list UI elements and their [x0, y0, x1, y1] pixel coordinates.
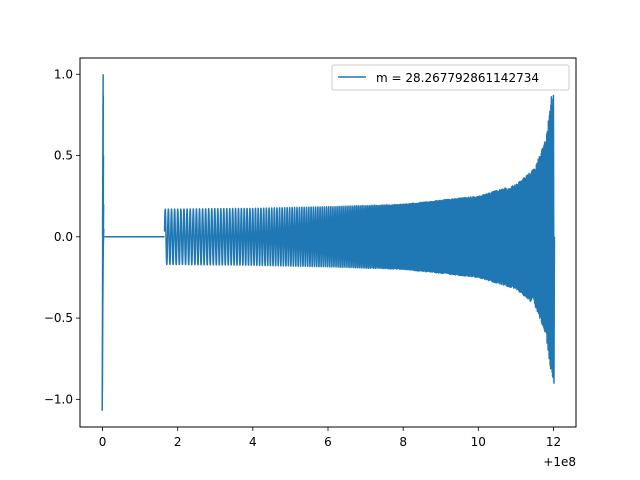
x-tick-label: 10: [471, 435, 486, 449]
y-tick-label: 1.0: [54, 67, 73, 81]
y-tick-label: 0.0: [54, 230, 73, 244]
y-axis: −1.0 −0.5 0.0 0.5 1.0: [44, 67, 80, 406]
x-tick-label: 6: [324, 435, 332, 449]
plot-content: [101, 74, 556, 411]
x-tick-label: 4: [249, 435, 257, 449]
legend-label: m = 28.267792861142734: [376, 71, 539, 85]
legend-box: [331, 64, 570, 91]
y-tick-label: 0.5: [54, 149, 73, 163]
series-early-burst: [101, 74, 105, 411]
x-tick-label: 8: [399, 435, 407, 449]
legend: m = 28.267792861142734: [331, 64, 570, 91]
series-oscillation: [163, 94, 556, 384]
y-tick-label: −1.0: [44, 392, 73, 406]
x-axis: 0 2 4 6 8 10 12: [99, 427, 561, 449]
x-tick-label: 0: [99, 435, 107, 449]
x-axis-offset-label: +1e8: [543, 455, 576, 469]
x-tick-label: 12: [546, 435, 561, 449]
y-tick-label: −0.5: [44, 311, 73, 325]
x-tick-label: 2: [174, 435, 182, 449]
